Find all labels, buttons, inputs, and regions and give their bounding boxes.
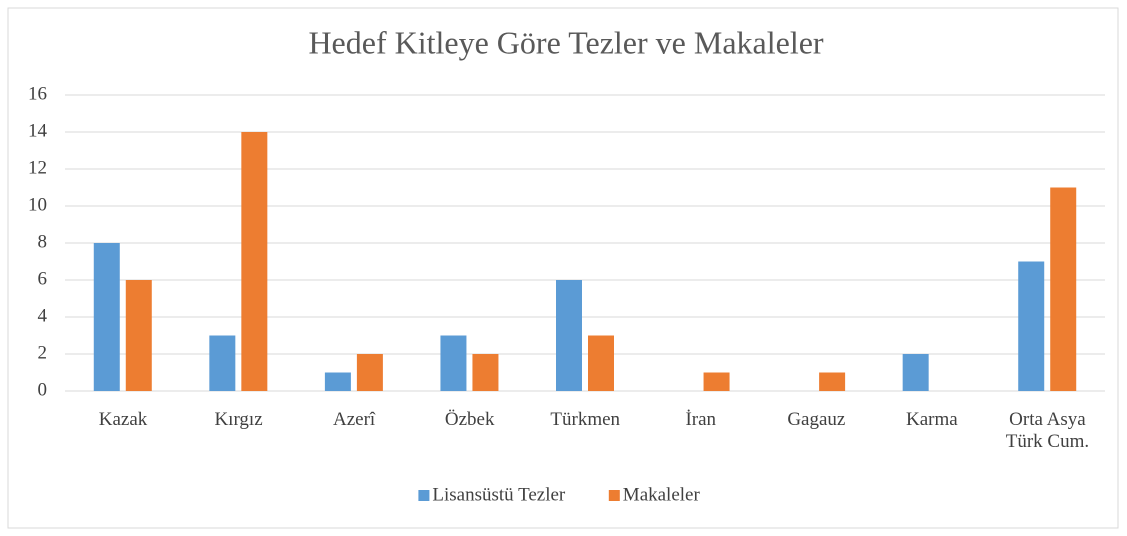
bar bbox=[902, 354, 929, 391]
bar bbox=[556, 280, 582, 391]
bar bbox=[472, 354, 499, 391]
bar bbox=[1050, 187, 1077, 391]
x-tick-label: Kazak bbox=[98, 409, 148, 430]
legend-swatch bbox=[608, 490, 620, 501]
x-tick-label: Orta Asya Türk Cum. bbox=[1005, 409, 1090, 452]
bar bbox=[356, 354, 383, 391]
chart-frame bbox=[7, 7, 1119, 529]
bar bbox=[125, 280, 152, 391]
bar bbox=[1018, 261, 1045, 391]
legend-label: Makaleler bbox=[623, 484, 701, 505]
y-tick-label: 0 bbox=[38, 379, 48, 400]
bar bbox=[93, 243, 120, 391]
x-tick-label: Gagauz bbox=[787, 409, 846, 430]
chart-title: Hedef Kitleye Göre Tezler ve Makaleler bbox=[308, 24, 823, 60]
y-tick-label: 12 bbox=[28, 157, 47, 178]
x-tick-label: Kırgız bbox=[214, 409, 263, 430]
x-tick-label: Türkmen bbox=[550, 409, 621, 430]
y-tick-label: 16 bbox=[28, 83, 47, 104]
x-tick-label: Azerî bbox=[333, 409, 376, 430]
bar bbox=[241, 132, 268, 391]
bar bbox=[440, 335, 467, 391]
y-tick-label: 6 bbox=[38, 268, 48, 289]
x-tick-label: Özbek bbox=[444, 409, 495, 430]
y-tick-label: 4 bbox=[38, 305, 48, 326]
legend-swatch bbox=[418, 490, 430, 501]
legend-label: Lisansüstü Tezler bbox=[432, 484, 566, 505]
bar bbox=[819, 372, 846, 391]
bar bbox=[324, 372, 351, 391]
y-tick-label: 10 bbox=[28, 194, 47, 215]
bar bbox=[703, 372, 730, 391]
y-tick-label: 8 bbox=[38, 231, 48, 252]
y-tick-label: 2 bbox=[38, 342, 48, 363]
bar bbox=[588, 335, 614, 391]
y-tick-label: 14 bbox=[28, 120, 48, 141]
x-tick-label: Karma bbox=[906, 409, 958, 430]
x-tick-label: İran bbox=[685, 409, 717, 430]
bar bbox=[209, 335, 236, 391]
